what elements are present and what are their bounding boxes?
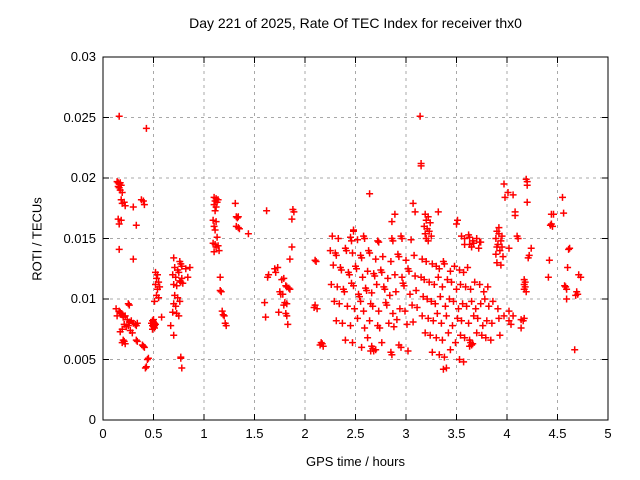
x-tick-label: 5 — [604, 426, 612, 441]
y-tick-label: 0 — [88, 412, 96, 427]
y-tick-label: 0.01 — [70, 291, 96, 306]
x-tick-label: 3 — [402, 426, 410, 441]
grid-lines — [103, 57, 608, 420]
y-tick-label: 0.03 — [70, 49, 96, 64]
x-tick-label: 1 — [200, 426, 208, 441]
x-tick-label: 0 — [99, 426, 107, 441]
x-tick-label: 1.5 — [245, 426, 264, 441]
x-tick-label: 2.5 — [346, 426, 365, 441]
y-tick-label: 0.005 — [63, 351, 96, 367]
x-tick-label: 4 — [503, 426, 511, 441]
x-tick-label: 2 — [301, 426, 309, 441]
x-tick-label: 4.5 — [548, 426, 567, 441]
chart-title: Day 221 of 2025, Rate Of TEC Index for r… — [189, 15, 522, 31]
x-tick-label: 3.5 — [447, 426, 466, 441]
scatter-points — [112, 112, 585, 373]
y-tick-label: 0.015 — [63, 230, 96, 246]
plot-border — [102, 56, 609, 421]
x-axis-label: GPS time / hours — [306, 454, 405, 469]
x-tick-label: 0.5 — [144, 426, 163, 441]
y-tick-label: 0.025 — [63, 109, 96, 125]
y-tick-label: 0.02 — [70, 170, 96, 185]
